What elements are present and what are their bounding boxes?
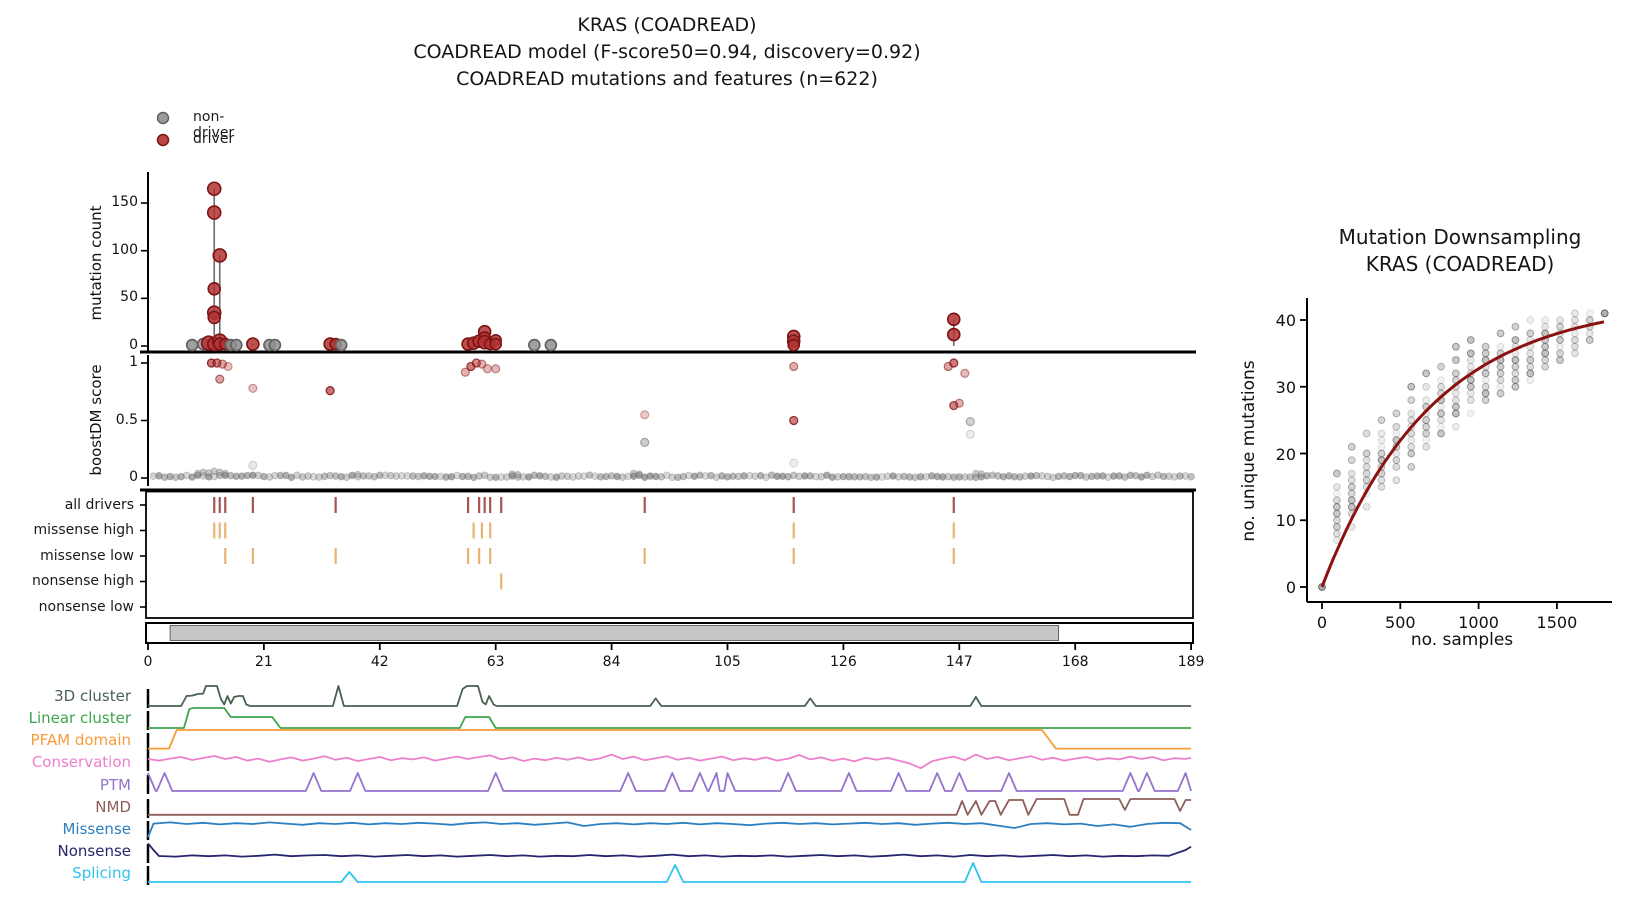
legend-markers	[156, 111, 170, 147]
downsampling-title-line2: KRAS (COADREAD)	[1365, 252, 1555, 276]
feature-label-nonsense: Nonsense	[57, 842, 132, 860]
figure-title-line2: COADREAD model (F-score50=0.94, discover…	[413, 41, 921, 63]
feature-label-linear-cluster: Linear cluster	[28, 709, 131, 727]
feature-label-conservation: Conservation	[31, 753, 131, 771]
needle-plot	[140, 172, 1196, 354]
boostdm-score-plot	[140, 355, 1196, 492]
track-label-all-drivers: all drivers	[64, 497, 134, 513]
downsampling-title-line1: Mutation Downsampling	[1338, 225, 1582, 249]
downsampling-xlabel: no. samples	[1410, 630, 1514, 650]
figure-title-line3: COADREAD mutations and features (n=622)	[456, 68, 878, 90]
legend-label-driver: driver	[193, 131, 235, 147]
feature-tracks-plot	[146, 685, 1192, 885]
feature-label-nmd: NMD	[95, 798, 131, 816]
feature-label-pfam-domain: PFAM domain	[30, 731, 131, 749]
track-label-missense-high: missense high	[33, 522, 134, 538]
driver-tracks-plot	[140, 490, 1194, 619]
track-label-nonsense-high: nonsense high	[32, 573, 134, 589]
feature-label-3d-cluster: 3D cluster	[54, 687, 131, 705]
protein-domain-axis	[145, 622, 1194, 650]
track-label-missense-low: missense low	[40, 548, 134, 564]
feature-label-splicing: Splicing	[72, 864, 131, 882]
figure-title-line1: KRAS (COADREAD)	[577, 14, 757, 36]
legend-label-non-driver: non-driver	[193, 109, 235, 141]
track-label-nonsense-low: nonsense low	[38, 599, 134, 615]
feature-label-missense: Missense	[62, 820, 131, 838]
mutation-downsampling-plot	[1300, 298, 1612, 609]
feature-label-ptm: PTM	[99, 776, 131, 794]
